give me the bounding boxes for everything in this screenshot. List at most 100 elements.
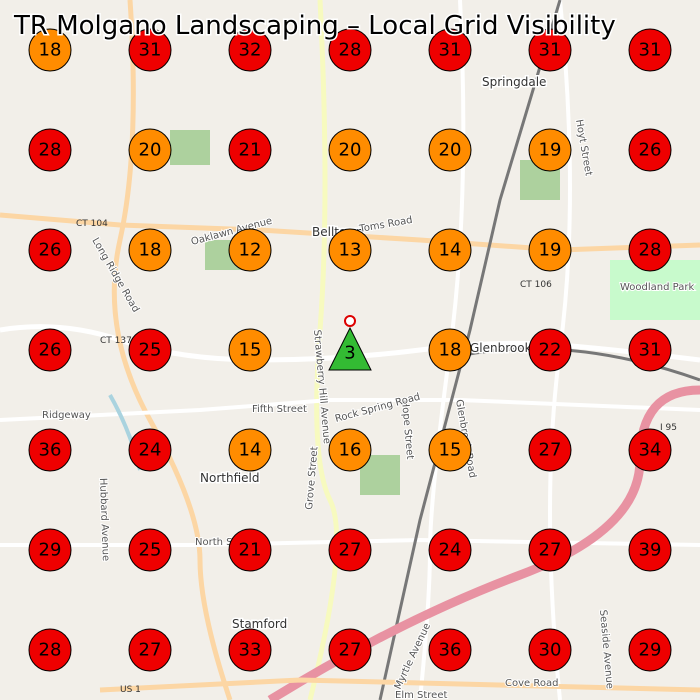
grid-circle: [628, 128, 672, 172]
map-label: Woodland Park: [620, 282, 694, 293]
cell-value: 24: [439, 540, 462, 561]
grid-circle: [228, 628, 272, 672]
grid-circle: [628, 228, 672, 272]
cell-value: 25: [139, 340, 162, 361]
cell-value: 15: [239, 340, 262, 361]
grid-circle: [628, 28, 672, 72]
cell-value: 27: [339, 540, 362, 561]
grid-circle: [328, 228, 372, 272]
grid-circle: [228, 528, 272, 572]
cell-value: 21: [239, 540, 262, 561]
cell-value: 18: [139, 240, 162, 261]
grid-circle: [228, 328, 272, 372]
grid-circle: [428, 528, 472, 572]
grid-circle: [528, 328, 572, 372]
cell-value: 39: [639, 540, 662, 561]
cell-value: 13: [339, 240, 362, 261]
grid-circle: [28, 428, 72, 472]
grid-circle: [228, 28, 272, 72]
map-label: Hubbard Avenue: [97, 478, 111, 562]
grid-circle: [528, 28, 572, 72]
grid-circle: [128, 628, 172, 672]
grid-markers: 18 31 32 28 31 31 31 28 20 21 20 20 19 26 26 18 12 13 14 19…: [28, 28, 672, 672]
cell-value: 36: [439, 640, 462, 661]
cell-value: 27: [539, 440, 562, 461]
map-label: Elm Street: [395, 690, 447, 700]
grid-circle: [28, 28, 72, 72]
cell-value: 31: [439, 40, 462, 61]
grid-circle: [428, 28, 472, 72]
grid-circle: [128, 228, 172, 272]
grid-circle: [428, 128, 472, 172]
grid-circle: [428, 228, 472, 272]
grid-circle: [328, 628, 372, 672]
grid-circle: [528, 128, 572, 172]
grid-circle: [428, 428, 472, 472]
grid-circle: [28, 528, 72, 572]
cell-value: 29: [639, 640, 662, 661]
cell-value: 18: [439, 340, 462, 361]
grid-circle: [228, 428, 272, 472]
cell-value: 15: [439, 440, 462, 461]
map-label: Northfield: [200, 471, 259, 485]
grid-circle: [428, 628, 472, 672]
map-label: Glenbrook: [470, 341, 532, 355]
cell-value: 3: [344, 343, 355, 364]
grid-circle: [628, 628, 672, 672]
cell-value: 31: [639, 340, 662, 361]
cell-value: 14: [239, 440, 262, 461]
cell-value: 28: [639, 240, 662, 261]
grid-circle: [428, 328, 472, 372]
grid-circle: [128, 28, 172, 72]
cell-value: 28: [39, 640, 62, 661]
cell-value: 20: [439, 140, 462, 161]
grid-circle: [528, 528, 572, 572]
cell-value: 19: [539, 240, 562, 261]
map-label: Cove Road: [505, 678, 558, 689]
cell-value: 22: [539, 340, 562, 361]
cell-value: 36: [39, 440, 62, 461]
grid-circle: [528, 428, 572, 472]
cell-value: 26: [39, 240, 62, 261]
grid-circle: [28, 328, 72, 372]
grid-circle: [628, 328, 672, 372]
cell-value: 26: [639, 140, 662, 161]
grid-circle: [328, 428, 372, 472]
cell-value: 18: [39, 40, 62, 61]
grid-circle: [28, 628, 72, 672]
cell-value: 24: [139, 440, 162, 461]
cell-value: 20: [139, 140, 162, 161]
map-label: US 1: [120, 685, 141, 695]
map-label: Fifth Street: [252, 404, 307, 415]
cell-value: 32: [239, 40, 262, 61]
cell-value: 31: [539, 40, 562, 61]
map-label: CT 106: [520, 280, 552, 290]
grid-circle: [528, 628, 572, 672]
map-label: Ridgeway: [42, 410, 91, 421]
map-label: CT 137: [100, 336, 132, 346]
grid-circle: [628, 528, 672, 572]
grid-circle: [328, 128, 372, 172]
grid-circle: [328, 28, 372, 72]
map-label: Stamford: [232, 617, 287, 631]
cell-value: 16: [339, 440, 362, 461]
cell-value: 25: [139, 540, 162, 561]
grid-circle: [128, 128, 172, 172]
grid-circle: [228, 128, 272, 172]
cell-value: 14: [439, 240, 462, 261]
cell-value: 26: [39, 340, 62, 361]
grid-circle: [128, 428, 172, 472]
cell-value: 21: [239, 140, 262, 161]
center-marker: [328, 326, 372, 371]
grid-circle: [228, 228, 272, 272]
grid-circle: [128, 328, 172, 372]
cell-value: 33: [239, 640, 262, 661]
cell-value: 27: [539, 540, 562, 561]
cell-value: 29: [39, 540, 62, 561]
cell-value: 20: [339, 140, 362, 161]
cell-value: 31: [139, 40, 162, 61]
map-label: CT 104: [76, 219, 108, 229]
location-pin: [344, 315, 356, 327]
grid-circle: [128, 528, 172, 572]
